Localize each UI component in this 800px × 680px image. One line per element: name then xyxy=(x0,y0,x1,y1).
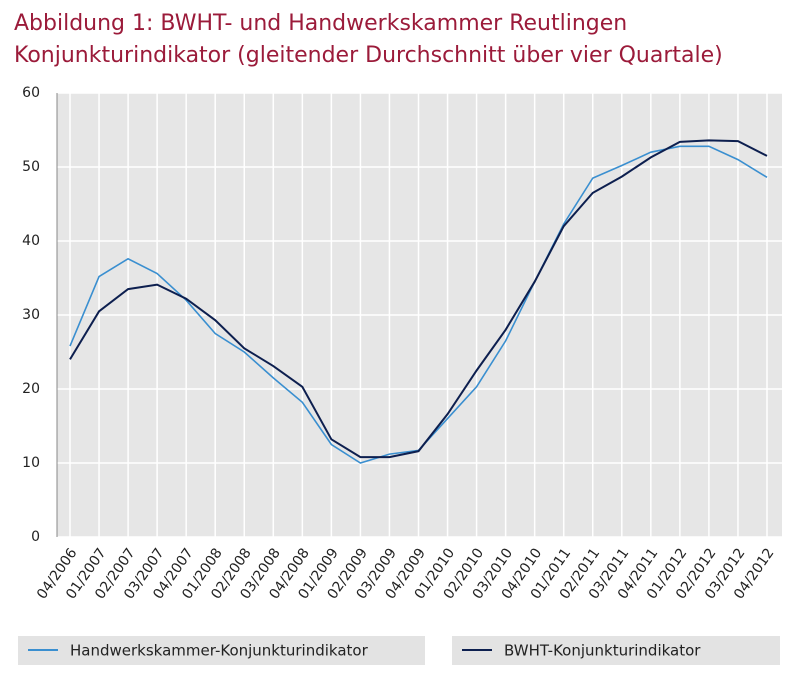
legend-label: Handwerkskammer-Konjunkturindikator xyxy=(70,642,369,660)
y-tick-label: 50 xyxy=(22,159,40,175)
legend-label: BWHT-Konjunkturindikator xyxy=(504,642,701,660)
y-tick-label: 40 xyxy=(22,233,40,249)
legend-box xyxy=(18,636,425,665)
y-tick-label: 60 xyxy=(22,85,40,101)
y-tick-label: 10 xyxy=(22,455,40,471)
series-line xyxy=(69,139,768,459)
y-tick-label: 30 xyxy=(22,307,40,323)
chart-title: Konjunkturindikator (gleitender Durchsch… xyxy=(14,43,723,68)
y-tick-label: 0 xyxy=(31,529,40,545)
y-tick-label: 20 xyxy=(22,381,40,397)
legend-box xyxy=(452,636,780,665)
chart-title: Abbildung 1: BWHT- und Handwerkskammer R… xyxy=(14,11,627,36)
